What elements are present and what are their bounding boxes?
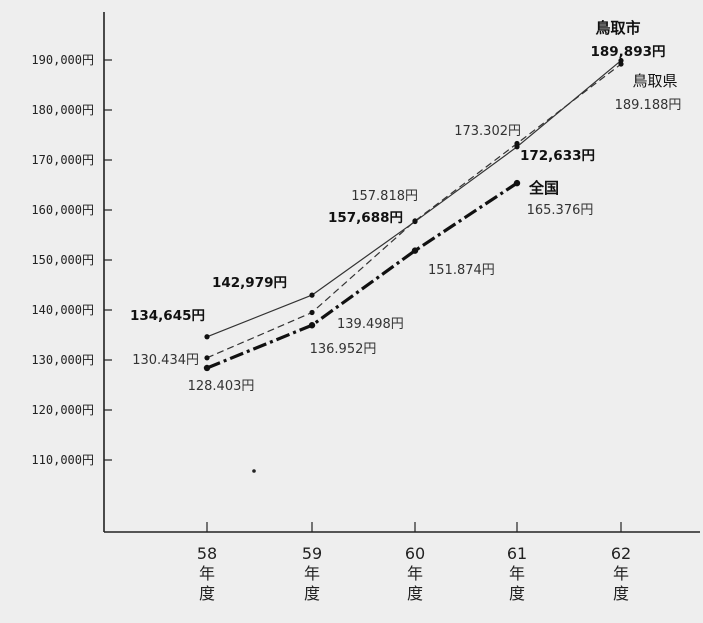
data-point xyxy=(412,218,418,224)
x-tick-label: 58 年度 xyxy=(197,544,217,603)
x-tick-label: 61 年度 xyxy=(507,544,527,603)
data-point xyxy=(513,179,521,187)
stray-dot xyxy=(252,469,256,473)
data-label: 142,979円 xyxy=(212,275,287,291)
data-label: 173.302円 xyxy=(454,124,521,139)
y-tick-label: 140,000円 xyxy=(31,303,94,317)
data-point xyxy=(204,355,210,361)
data-point xyxy=(204,334,210,340)
data-label: 128.403円 xyxy=(188,379,255,394)
y-tick-label: 110,000円 xyxy=(31,453,94,467)
y-tick-label: 180,000円 xyxy=(31,103,94,117)
series-name: 全国 xyxy=(528,179,559,197)
data-point xyxy=(309,292,315,298)
data-label: 136.952円 xyxy=(310,342,377,357)
series-name: 鳥取市 xyxy=(595,19,640,37)
y-tick-label: 120,000円 xyxy=(31,403,94,417)
series-line-2 xyxy=(206,181,518,370)
y-tick-label: 170,000円 xyxy=(31,153,94,167)
y-tick-label: 130,000円 xyxy=(31,353,94,367)
data-point xyxy=(411,247,419,254)
series-line-1 xyxy=(206,63,622,359)
data-label: 130.434円 xyxy=(132,353,199,368)
data-label: 151.874円 xyxy=(428,263,495,278)
x-tick-label: 62 年度 xyxy=(611,544,631,603)
data-point xyxy=(308,322,316,329)
data-label: 134,645円 xyxy=(130,308,205,324)
y-tick-label: 190,000円 xyxy=(31,53,94,67)
data-point xyxy=(618,61,624,67)
data-label: 157,688円 xyxy=(328,210,403,226)
data-label: 139.498円 xyxy=(337,317,404,332)
data-point xyxy=(514,140,520,147)
x-tick-label: 59 年度 xyxy=(302,544,322,603)
x-tick-label: 60 年度 xyxy=(405,544,425,603)
y-tick-label: 150,000円 xyxy=(31,253,94,267)
data-label: 172,633円 xyxy=(520,148,595,164)
data-label: 165.376円 xyxy=(527,203,594,218)
series-name: 鳥取県 xyxy=(632,72,677,90)
data-point xyxy=(203,364,211,372)
data-label: 157.818円 xyxy=(351,189,418,204)
data-point xyxy=(309,309,315,316)
data-label: 189.188円 xyxy=(615,98,682,113)
y-tick-label: 160,000円 xyxy=(31,203,94,217)
data-label: 189,893円 xyxy=(591,44,666,60)
